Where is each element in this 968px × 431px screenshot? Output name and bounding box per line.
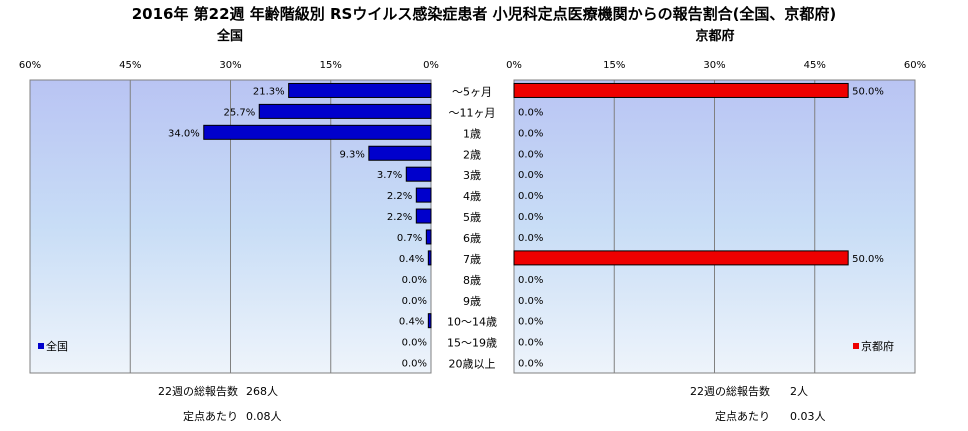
per-site-label: 定点あたり: [183, 409, 238, 423]
right-data-label: 0.0%: [518, 317, 543, 328]
right-data-label: 50.0%: [852, 254, 884, 265]
left-tick-label: 15%: [320, 60, 342, 71]
left-panel: 60% 45% 30% 15% 0% 21.3% 25.7% 34.0% 9.3% 3.7% 2.2…: [19, 60, 439, 374]
left-legend-label: 全国: [46, 339, 68, 353]
right-data-label: 0.0%: [518, 170, 543, 181]
left-data-label: 3.7%: [377, 170, 402, 181]
left-data-label: 2.2%: [387, 212, 412, 223]
left-data-label: 0.4%: [399, 254, 424, 265]
right-panel: 0% 15% 30% 45% 60% 50.0% 0.0% 0.0% 0.0% 0.0% 0.0% 0…: [506, 60, 926, 374]
category-label: 9歳: [463, 295, 481, 308]
left-data-label: 0.0%: [402, 296, 427, 307]
left-bar: [427, 250, 432, 266]
left-bar: [425, 229, 432, 245]
category-label: 20歳以上: [449, 358, 496, 371]
right-panel-title: 京都府: [695, 28, 734, 44]
left-bar: [415, 208, 432, 224]
right-data-label: 0.0%: [518, 296, 543, 307]
total-reports-label: 22週の総報告数: [690, 384, 770, 398]
right-legend-label: 京都府: [861, 339, 894, 353]
total-reports-label: 22週の総報告数: [158, 384, 238, 398]
right-data-label: 0.0%: [518, 359, 543, 370]
category-label: ～5ヶ月: [452, 85, 492, 98]
left-data-label: 34.0%: [168, 128, 200, 139]
left-tick-label: 0%: [423, 60, 439, 71]
right-tick-label: 30%: [703, 60, 725, 71]
right-tick-label: 60%: [904, 60, 926, 71]
right-tick-label: 0%: [506, 60, 522, 71]
left-tick-label: 60%: [19, 60, 41, 71]
category-label: 10～14歳: [447, 316, 497, 329]
category-labels: ～5ヶ月 ～11ヶ月 1歳 2歳 3歳 4歳 5歳 6歳 7歳 8歳 9歳 10～14歳 15～19歳 2…: [447, 85, 497, 370]
total-reports-value: 2人: [790, 385, 808, 398]
left-bar: [368, 145, 432, 161]
left-panel-title: 全国: [216, 28, 243, 44]
right-data-label: 0.0%: [518, 212, 543, 223]
right-data-label: 0.0%: [518, 149, 543, 160]
right-data-label: 50.0%: [852, 86, 884, 97]
category-label: 15～19歳: [447, 337, 497, 350]
category-label: 2歳: [463, 148, 481, 161]
left-data-label: 21.3%: [253, 86, 285, 97]
right-tick-label: 15%: [603, 60, 625, 71]
chart-title: 2016年 第22週 年齢階級別 RSウイルス感染症患者 小児科定点医療機関から…: [132, 5, 837, 23]
left-bar: [258, 103, 432, 119]
right-tick-label: 45%: [804, 60, 826, 71]
left-data-label: 0.4%: [399, 317, 424, 328]
category-label: 5歳: [463, 211, 481, 224]
category-label: 4歳: [463, 190, 481, 203]
left-legend-swatch: [38, 343, 44, 349]
left-tick-label: 45%: [119, 60, 141, 71]
category-label: 8歳: [463, 274, 481, 287]
category-label: 6歳: [463, 232, 481, 245]
right-legend-swatch: [853, 343, 859, 349]
left-bar: [203, 124, 432, 140]
right-data-label: 0.0%: [518, 191, 543, 202]
left-bar: [427, 313, 432, 329]
right-bar: [513, 250, 849, 266]
category-label: 3歳: [463, 169, 481, 182]
left-bar: [405, 166, 432, 182]
category-label: 1歳: [463, 127, 481, 140]
right-data-label: 0.0%: [518, 233, 543, 244]
right-data-label: 0.0%: [518, 275, 543, 286]
category-label: ～11ヶ月: [449, 106, 496, 119]
left-data-label: 2.2%: [387, 191, 412, 202]
right-data-label: 0.0%: [518, 338, 543, 349]
left-bar: [288, 82, 432, 98]
per-site-value: 0.08人: [246, 410, 282, 423]
right-data-label: 0.0%: [518, 107, 543, 118]
left-data-label: 25.7%: [223, 107, 255, 118]
per-site-value: 0.03人: [790, 410, 826, 423]
left-tick-label: 30%: [219, 60, 241, 71]
per-site-label: 定点あたり: [715, 409, 770, 423]
left-data-label: 0.7%: [397, 233, 422, 244]
total-reports-value: 268人: [246, 385, 278, 398]
left-data-label: 0.0%: [402, 275, 427, 286]
left-bar: [415, 187, 432, 203]
left-data-label: 9.3%: [339, 149, 364, 160]
category-label: 7歳: [463, 253, 481, 266]
left-data-label: 0.0%: [402, 359, 427, 370]
right-data-label: 0.0%: [518, 128, 543, 139]
right-bar: [513, 82, 849, 98]
left-data-label: 0.0%: [402, 338, 427, 349]
